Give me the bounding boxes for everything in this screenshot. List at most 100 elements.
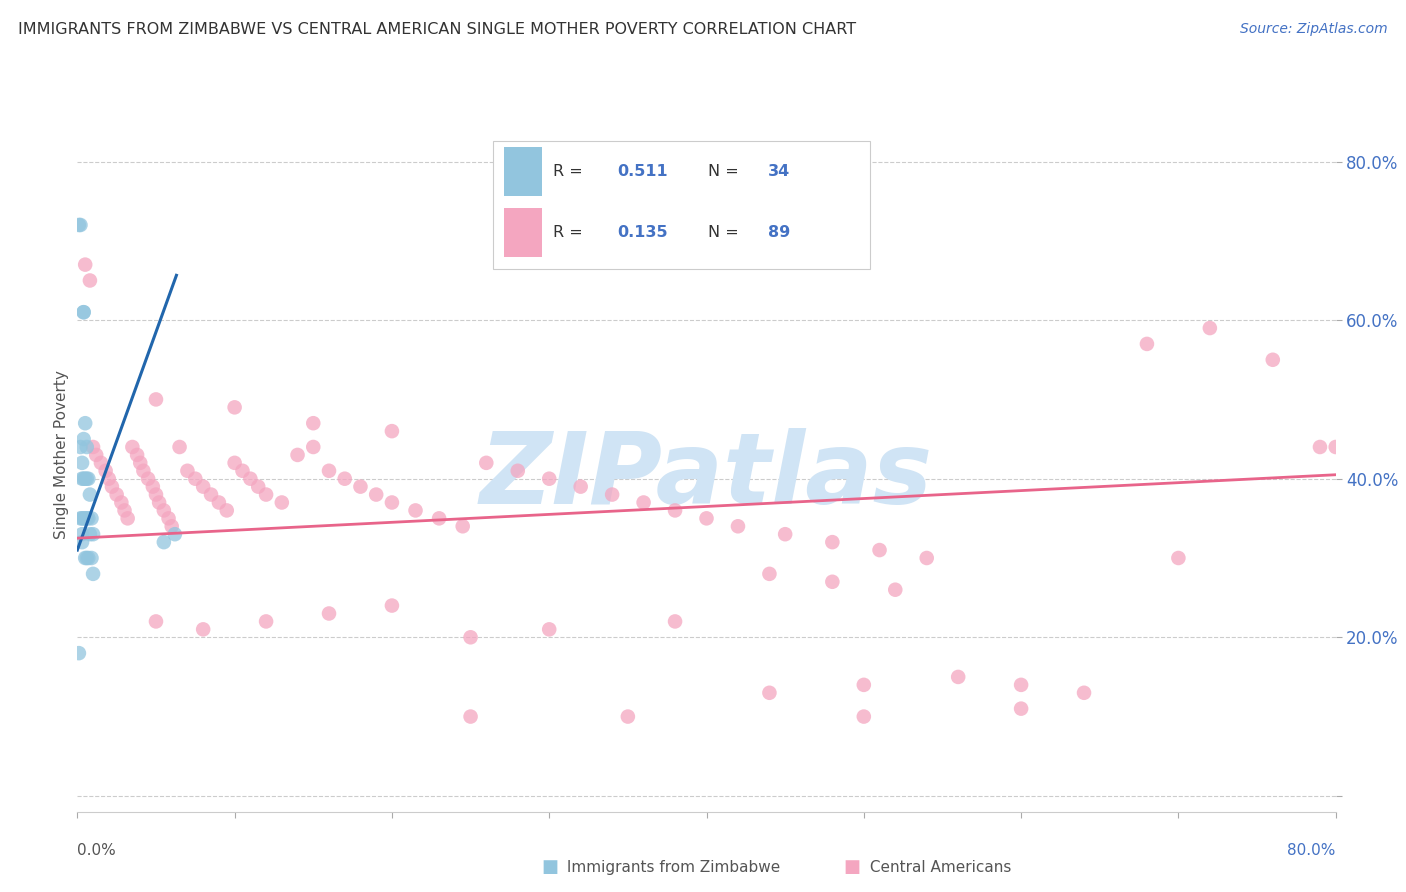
Point: [75, 551, 97, 566]
Point: [427, 511, 450, 525]
Point: [318, 464, 340, 478]
Point: [852, 678, 875, 692]
Point: [1136, 337, 1159, 351]
Point: [191, 623, 215, 637]
Point: [153, 535, 176, 549]
Point: [208, 495, 231, 509]
Point: [191, 480, 215, 494]
Point: [82, 527, 104, 541]
Point: [117, 511, 139, 525]
Point: [94, 464, 117, 478]
Point: [302, 416, 325, 430]
Point: [617, 709, 640, 723]
Point: [72, 305, 94, 319]
Point: [405, 503, 427, 517]
Point: [381, 424, 404, 438]
Point: [70, 527, 93, 541]
Point: [633, 495, 655, 509]
Point: [157, 511, 180, 525]
Point: [224, 456, 246, 470]
Point: [869, 543, 891, 558]
Point: [302, 440, 325, 454]
Point: [82, 440, 104, 454]
Point: [664, 615, 686, 629]
Point: [76, 440, 98, 454]
Text: Immigrants from Zimbabwe: Immigrants from Zimbabwe: [562, 860, 780, 874]
Point: [114, 503, 136, 517]
Point: [821, 574, 844, 589]
Point: [538, 472, 561, 486]
Point: [69, 511, 91, 525]
Point: [105, 487, 128, 501]
Point: [460, 630, 482, 644]
Point: [821, 535, 844, 549]
Point: [75, 258, 97, 272]
Point: [176, 464, 198, 478]
Point: [69, 218, 91, 232]
Point: [451, 519, 474, 533]
Point: [72, 305, 94, 319]
Point: [82, 566, 104, 581]
Point: [333, 472, 356, 486]
Y-axis label: Single Mother Poverty: Single Mother Poverty: [53, 370, 69, 540]
Point: [664, 503, 686, 517]
Point: [1324, 440, 1347, 454]
Point: [75, 472, 97, 486]
Point: [70, 511, 93, 525]
Text: IMMIGRANTS FROM ZIMBABWE VS CENTRAL AMERICAN SINGLE MOTHER POVERTY CORRELATION C: IMMIGRANTS FROM ZIMBABWE VS CENTRAL AMER…: [18, 22, 856, 37]
Point: [70, 535, 93, 549]
Point: [366, 487, 388, 501]
Point: [349, 480, 371, 494]
Point: [163, 527, 186, 541]
Point: [153, 503, 176, 517]
Point: [84, 448, 107, 462]
Text: ZIPatlas: ZIPatlas: [479, 428, 934, 524]
Point: [169, 440, 191, 454]
Point: [77, 511, 100, 525]
Point: [569, 480, 592, 494]
Point: [915, 551, 938, 566]
Point: [475, 456, 498, 470]
Point: [852, 709, 875, 723]
Point: [224, 401, 246, 415]
Point: [77, 551, 100, 566]
Point: [145, 615, 167, 629]
Point: [79, 273, 101, 287]
Point: [127, 448, 149, 462]
Point: [75, 416, 97, 430]
Point: [79, 527, 101, 541]
Point: [160, 519, 183, 533]
Point: [90, 456, 112, 470]
Point: [1198, 321, 1220, 335]
Point: [948, 670, 970, 684]
Point: [70, 456, 93, 470]
Point: [758, 566, 780, 581]
Point: [506, 464, 529, 478]
Point: [758, 686, 780, 700]
Point: [215, 503, 238, 517]
Point: [76, 551, 98, 566]
Point: [97, 472, 120, 486]
Text: ■: ■: [844, 858, 860, 876]
Point: [69, 440, 91, 454]
Point: [76, 511, 98, 525]
Point: [1010, 701, 1032, 715]
Point: [460, 709, 482, 723]
Point: [80, 511, 103, 525]
Point: [1309, 440, 1331, 454]
Point: [318, 607, 340, 621]
Point: [254, 487, 277, 501]
Point: [381, 599, 404, 613]
Point: [247, 480, 270, 494]
Point: [110, 495, 132, 509]
Text: ■: ■: [541, 858, 558, 876]
Point: [75, 511, 97, 525]
Point: [148, 495, 170, 509]
Point: [72, 472, 94, 486]
Point: [72, 511, 94, 525]
Point: [727, 519, 749, 533]
Point: [1261, 352, 1284, 367]
Point: [773, 527, 796, 541]
Point: [1073, 686, 1095, 700]
Point: [79, 487, 101, 501]
